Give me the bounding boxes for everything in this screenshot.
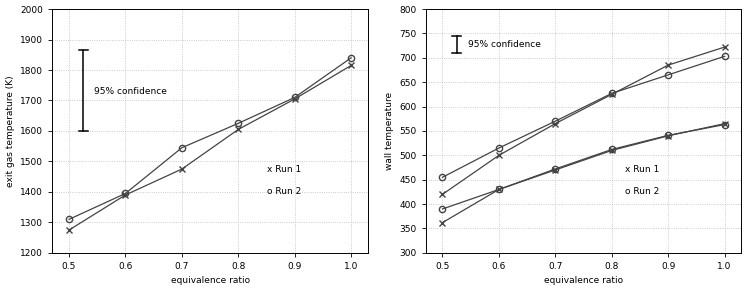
Y-axis label: exit gas temperature (K): exit gas temperature (K)	[5, 75, 14, 187]
Text: 95% confidence: 95% confidence	[468, 40, 541, 49]
Text: o Run 2: o Run 2	[267, 187, 301, 196]
X-axis label: equivalence ratio: equivalence ratio	[544, 276, 623, 285]
Text: o Run 2: o Run 2	[624, 187, 659, 196]
Y-axis label: wall temperature: wall temperature	[385, 92, 394, 170]
Text: 95% confidence: 95% confidence	[94, 87, 167, 96]
Text: x Run 1: x Run 1	[267, 165, 301, 174]
Text: x Run 1: x Run 1	[624, 165, 659, 174]
X-axis label: equivalence ratio: equivalence ratio	[170, 276, 249, 285]
